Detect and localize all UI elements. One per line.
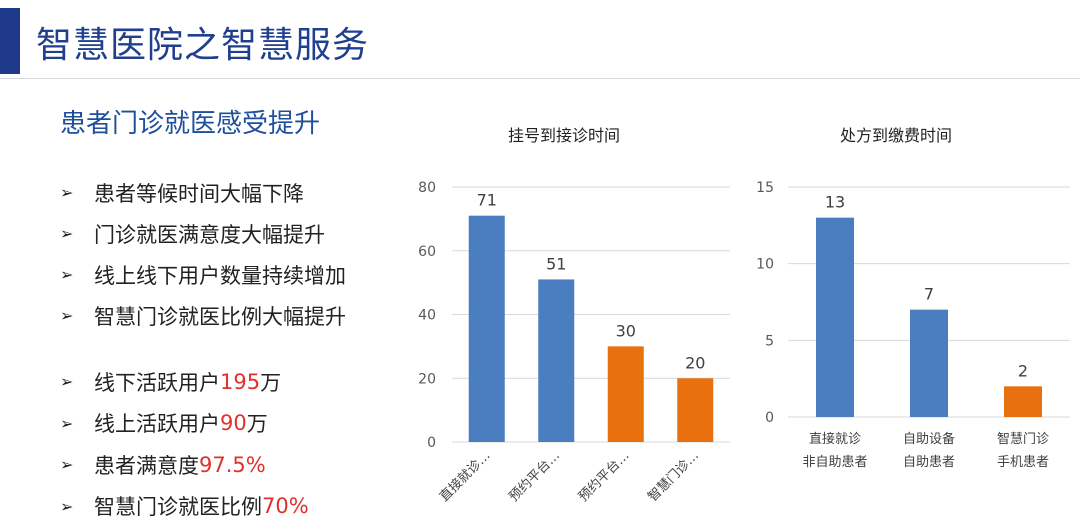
registration-wait-chart: 0 20 40 60 80 71 直接就诊… 51 预约平台… 30 预约平台… 20 智慧门诊… bbox=[418, 180, 730, 505]
data-label: 71 bbox=[477, 191, 497, 210]
stat-item: ➢ 智慧门诊就医比例 70% bbox=[60, 486, 309, 528]
stat-value: 70% bbox=[262, 494, 309, 519]
arrow-bullet-icon: ➢ bbox=[60, 413, 74, 433]
arrow-bullet-icon: ➢ bbox=[60, 372, 74, 392]
arrow-bullet-icon: ➢ bbox=[60, 496, 74, 516]
y-tick-label: 0 bbox=[427, 435, 436, 451]
title-accent-bar bbox=[0, 8, 20, 74]
benefit-item: ➢ 门诊就医满意度大幅提升 bbox=[60, 213, 346, 254]
data-label: 2 bbox=[1018, 361, 1028, 380]
y-tick-label: 5 bbox=[765, 333, 774, 349]
x-tick-label: 智慧门诊 bbox=[997, 431, 1049, 447]
stat-label: 智慧门诊就医比例 bbox=[94, 495, 262, 520]
data-label: 13 bbox=[825, 193, 845, 212]
benefit-text: 患者等候时间大幅下降 bbox=[94, 181, 304, 206]
benefit-text: 智慧门诊就医比例大幅提升 bbox=[94, 304, 346, 329]
benefit-item: ➢ 智慧门诊就医比例大幅提升 bbox=[60, 295, 346, 336]
bar bbox=[468, 215, 505, 442]
benefit-text: 线上线下用户数量持续增加 bbox=[94, 263, 346, 288]
x-tick-label: 直接就诊 bbox=[809, 431, 861, 447]
stat-value: 90 bbox=[220, 411, 247, 436]
stat-value: 195 bbox=[220, 369, 261, 394]
section-subtitle: 患者门诊就医感受提升 bbox=[60, 109, 321, 139]
x-tick-label: 自助患者 bbox=[903, 455, 955, 470]
data-label: 7 bbox=[924, 285, 934, 304]
benefit-text: 门诊就医满意度大幅提升 bbox=[94, 222, 325, 247]
page-title: 智慧医院之智慧服务 bbox=[36, 25, 370, 66]
stat-item: ➢ 线上活跃用户 90 万 bbox=[60, 403, 309, 445]
arrow-bullet-icon: ➢ bbox=[60, 306, 74, 325]
x-tick-label: 非自助患者 bbox=[802, 455, 867, 470]
bar bbox=[1004, 386, 1042, 417]
stat-unit: 万 bbox=[260, 370, 282, 395]
y-tick-label: 10 bbox=[756, 257, 774, 273]
benefit-list: ➢ 患者等候时间大幅下降 ➢ 门诊就医满意度大幅提升 ➢ 线上线下用户数量持续增加 ➢… bbox=[60, 172, 346, 336]
benefit-item: ➢ 患者等候时间大幅下降 bbox=[60, 172, 346, 213]
y-tick-label: 40 bbox=[418, 308, 436, 324]
arrow-bullet-icon: ➢ bbox=[60, 224, 74, 243]
stat-item: ➢ 患者满意度 97.5% bbox=[60, 444, 309, 486]
bar bbox=[538, 279, 575, 442]
y-tick-label: 15 bbox=[756, 180, 774, 196]
y-tick-label: 80 bbox=[418, 180, 436, 196]
data-label: 20 bbox=[685, 353, 705, 372]
bar bbox=[677, 378, 714, 442]
x-tick-label: 直接就诊… bbox=[436, 448, 493, 505]
bar bbox=[910, 309, 948, 417]
data-label: 30 bbox=[616, 321, 636, 340]
arrow-bullet-icon: ➢ bbox=[60, 183, 74, 202]
x-tick-label: 智慧门诊… bbox=[645, 448, 702, 505]
stat-unit: 万 bbox=[246, 412, 268, 437]
stat-label: 线下活跃用户 bbox=[94, 370, 220, 395]
stat-label: 线上活跃用户 bbox=[94, 412, 220, 437]
x-tick-label: 预约平台… bbox=[506, 448, 563, 505]
bar bbox=[816, 217, 854, 417]
benefit-item: ➢ 线上线下用户数量持续增加 bbox=[60, 254, 346, 295]
x-tick-label: 自助设备 bbox=[903, 431, 955, 447]
stat-value: 97.5% bbox=[199, 452, 266, 477]
arrow-bullet-icon: ➢ bbox=[60, 455, 74, 475]
y-tick-label: 0 bbox=[765, 410, 774, 426]
y-tick-label: 60 bbox=[418, 244, 436, 260]
x-tick-label: 预约平台… bbox=[576, 448, 633, 505]
y-tick-label: 20 bbox=[418, 371, 436, 387]
stats-list: ➢ 线下活跃用户 195 万 ➢ 线上活跃用户 90 万 ➢ 患者满意度 97.5% ➢ 智慧门诊… bbox=[60, 361, 309, 527]
data-label: 51 bbox=[546, 254, 566, 273]
chart2-title: 处方到缴费时间 bbox=[840, 126, 953, 145]
x-tick-label: 手机患者 bbox=[997, 455, 1049, 470]
bar bbox=[607, 346, 644, 442]
arrow-bullet-icon: ➢ bbox=[60, 265, 74, 284]
stat-label: 患者满意度 bbox=[94, 453, 199, 478]
title-divider bbox=[0, 78, 1080, 79]
chart1-title: 挂号到接诊时间 bbox=[508, 126, 621, 145]
stat-item: ➢ 线下活跃用户 195 万 bbox=[60, 361, 309, 403]
